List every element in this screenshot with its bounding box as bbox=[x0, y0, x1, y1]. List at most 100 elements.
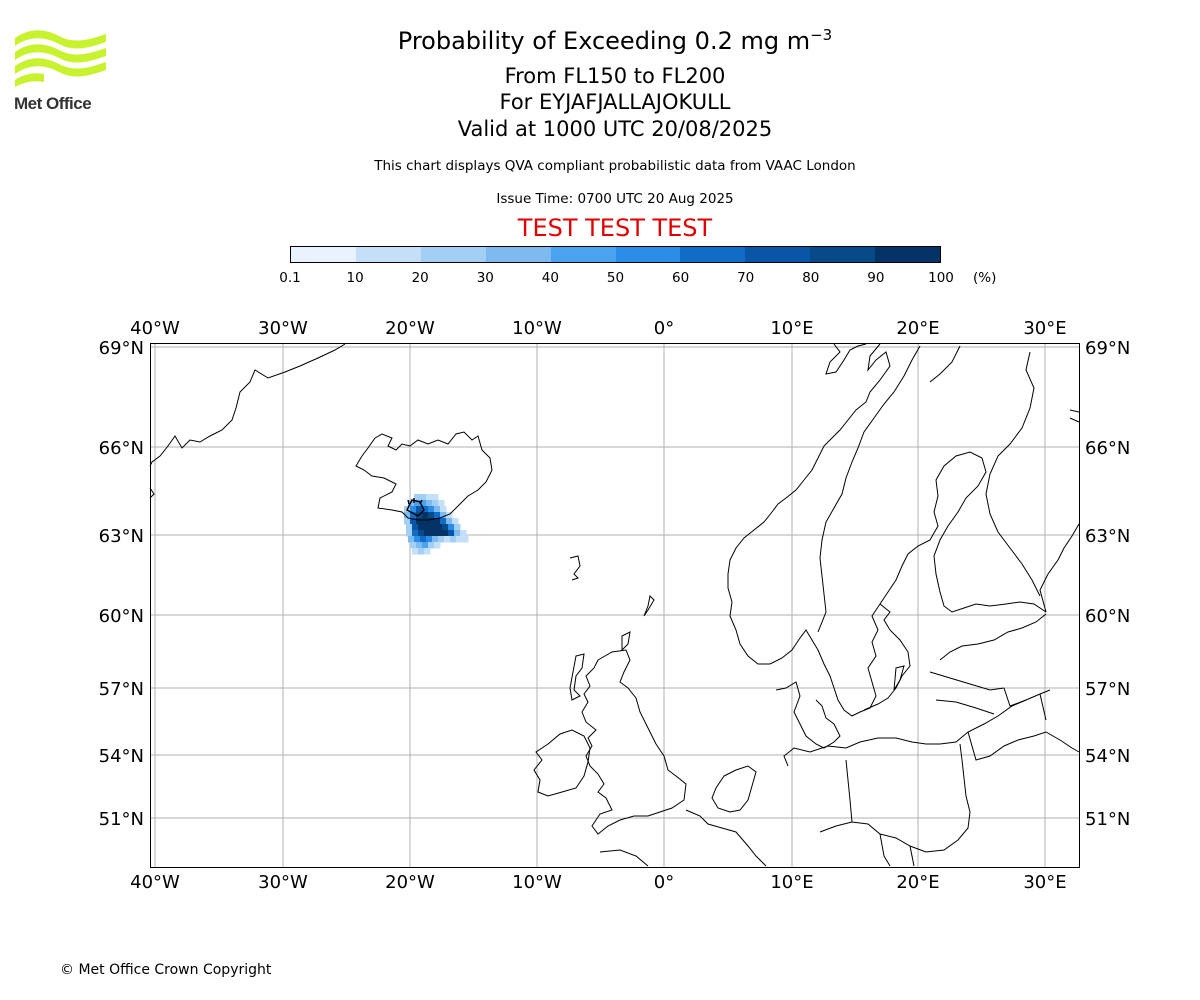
probability-cell bbox=[442, 530, 449, 537]
probability-cell bbox=[446, 512, 453, 519]
colorbar-segment bbox=[291, 247, 356, 262]
title-superscript: −3 bbox=[810, 26, 833, 44]
colorbar-tick-label: 10 bbox=[346, 270, 364, 286]
latitude-label: 54°N bbox=[1085, 746, 1130, 767]
probability-cell bbox=[434, 518, 441, 525]
border-finland-russia bbox=[985, 351, 1041, 597]
latitude-label: 57°N bbox=[1085, 679, 1130, 700]
probability-cell bbox=[446, 518, 453, 525]
title-volcano: For EYJAFJALLAJOKULL bbox=[499, 90, 731, 114]
colorbar-tick-label: 60 bbox=[672, 270, 690, 286]
colorbar-tick-label: 30 bbox=[476, 270, 494, 286]
colorbar-segment bbox=[615, 247, 681, 262]
probability-cell bbox=[438, 536, 445, 543]
longitude-label: 10°E bbox=[770, 318, 813, 339]
met-office-waves-icon bbox=[15, 30, 106, 87]
probability-cell bbox=[424, 548, 431, 555]
coastline-great-britain bbox=[581, 649, 687, 835]
title-main-text: Probability of Exceeding 0.2 mg m bbox=[397, 27, 811, 55]
border-norway-sweden bbox=[817, 345, 921, 633]
colorbar-unit: (%) bbox=[973, 270, 997, 286]
title-levels: From FL150 to FL200 bbox=[504, 64, 726, 88]
border-baltic-states bbox=[929, 671, 1005, 715]
border-central-europe-2 bbox=[845, 759, 915, 867]
probability-cell bbox=[420, 536, 427, 543]
probability-cell bbox=[414, 500, 421, 507]
longitude-label: 20°W bbox=[385, 318, 435, 339]
border-eastern-europe bbox=[967, 731, 1080, 761]
probability-cell bbox=[424, 524, 431, 531]
probability-cell bbox=[430, 524, 437, 531]
probability-cell bbox=[410, 512, 417, 519]
probability-cell bbox=[440, 518, 447, 525]
probability-cell bbox=[434, 542, 441, 549]
probability-cell bbox=[428, 512, 435, 519]
probability-cell bbox=[418, 524, 425, 531]
coastline-baltics bbox=[939, 613, 1047, 661]
coastline-brittany bbox=[599, 849, 649, 867]
colorbar-tick-label: 90 bbox=[867, 270, 885, 286]
colorbar bbox=[290, 246, 941, 263]
probability-cell bbox=[428, 518, 435, 525]
probability-cell bbox=[462, 536, 469, 543]
issue-time: Issue Time: 0700 UTC 20 Aug 2025 bbox=[496, 191, 734, 207]
colorbar-tick-label: 70 bbox=[737, 270, 755, 286]
longitude-label: 10°E bbox=[770, 872, 813, 893]
colorbar-segment bbox=[680, 247, 746, 262]
coastline-iceland bbox=[355, 431, 493, 521]
map-frame bbox=[150, 343, 1080, 868]
coastline-low-countries bbox=[711, 765, 757, 813]
met-office-wordmark: Met Office bbox=[14, 94, 92, 113]
probability-cell bbox=[416, 506, 423, 513]
coastline-greenland bbox=[149, 343, 346, 467]
coastline-kola bbox=[1069, 409, 1080, 423]
probability-cell bbox=[454, 530, 461, 537]
probability-cell bbox=[406, 524, 413, 531]
colorbar-segment bbox=[420, 247, 486, 262]
test-banner: TEST TEST TEST bbox=[517, 214, 713, 242]
longitude-labels-bottom: 40°W 30°W 20°W 10°W 0° 10°E 20°E 30°E bbox=[130, 872, 1066, 893]
longitude-label: 10°W bbox=[512, 872, 562, 893]
probability-cell bbox=[420, 500, 427, 507]
colorbar-segment bbox=[875, 247, 941, 262]
coastline-greenland-east bbox=[149, 487, 155, 499]
latitude-labels-right: 69°N 66°N 63°N 60°N 57°N 54°N 51°N bbox=[1085, 338, 1130, 830]
coastlines bbox=[149, 343, 1080, 867]
coastline-hebrides bbox=[569, 653, 585, 701]
probability-cell bbox=[410, 518, 417, 525]
longitude-label: 0° bbox=[654, 872, 674, 893]
probability-cell bbox=[404, 512, 411, 519]
probability-cell bbox=[434, 512, 441, 519]
probability-cell bbox=[410, 542, 417, 549]
border-central-europe bbox=[819, 743, 971, 853]
probability-cell bbox=[418, 548, 425, 555]
probability-cell bbox=[428, 506, 435, 513]
latitude-label: 63°N bbox=[1085, 526, 1130, 547]
coastline-scandinavia bbox=[727, 343, 1047, 717]
probability-cell bbox=[428, 542, 435, 549]
colorbar-tick-label: 80 bbox=[802, 270, 820, 286]
probability-cell bbox=[422, 542, 429, 549]
probability-cell bbox=[448, 524, 455, 531]
probability-cell bbox=[442, 524, 449, 531]
coastline-ireland bbox=[533, 729, 591, 797]
probability-cell bbox=[436, 530, 443, 537]
latitude-labels-left: 69°N 66°N 63°N 60°N 57°N 54°N 51°N bbox=[99, 338, 144, 830]
probability-cell bbox=[412, 530, 419, 537]
probability-cell bbox=[454, 524, 461, 531]
latitude-label: 60°N bbox=[1085, 606, 1130, 627]
probability-cell bbox=[418, 530, 425, 537]
probability-cell bbox=[456, 536, 463, 543]
probability-cell bbox=[412, 548, 419, 555]
latitude-label: 66°N bbox=[99, 438, 144, 459]
probability-cell bbox=[414, 494, 421, 501]
probability-cell bbox=[432, 536, 439, 543]
probability-cell bbox=[416, 518, 423, 525]
probability-cell bbox=[422, 506, 429, 513]
probability-cell bbox=[406, 530, 413, 537]
probability-cell bbox=[444, 536, 451, 543]
probability-cell bbox=[426, 500, 433, 507]
subtitle: This chart displays QVA compliant probab… bbox=[374, 158, 856, 174]
probability-cell bbox=[414, 536, 421, 543]
